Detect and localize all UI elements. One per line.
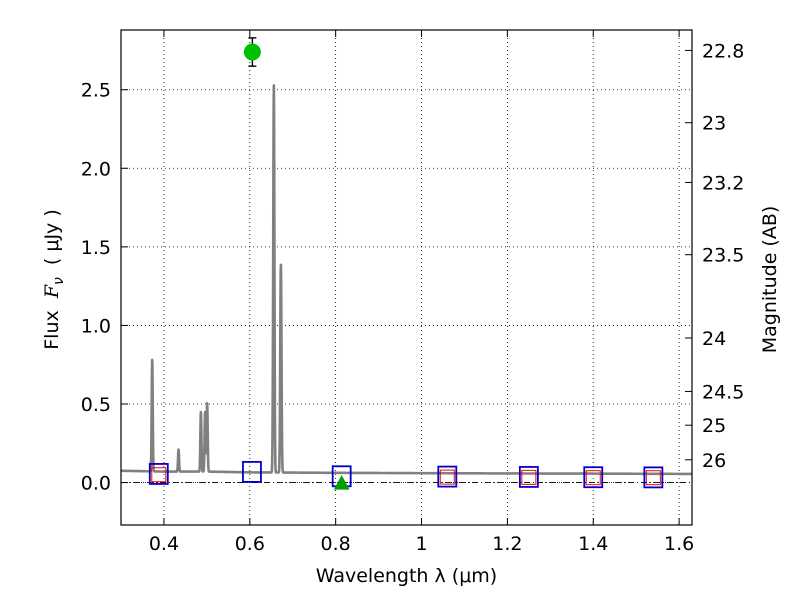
magnitude-tick-label: 24 — [702, 328, 726, 350]
model-photometry-point — [643, 466, 664, 489]
y-axis-label-symbol: F — [41, 284, 63, 299]
sed-model-line — [119, 84, 694, 476]
sed-model-series — [119, 84, 694, 476]
observed-photometry-point — [585, 470, 601, 486]
model-photometry-point — [583, 466, 604, 489]
magnitude-tick-label: 25 — [702, 415, 726, 437]
x-tick-label: 1.2 — [492, 533, 522, 555]
magnitude-tick-label: 22.8 — [702, 40, 744, 62]
x-tick-label: 0.6 — [235, 533, 265, 555]
magnitude-tick-label: 23.2 — [702, 172, 744, 194]
y-tick-label: 2.5 — [81, 80, 111, 102]
magnitude-tick-label: 23.5 — [702, 245, 744, 267]
y-axis-label-subscript: ν — [51, 277, 67, 285]
observed-photometry-point — [521, 469, 537, 485]
model-photometry-point — [518, 466, 539, 488]
model-photometry-point — [148, 463, 169, 485]
x-tick-label: 0.4 — [149, 533, 179, 555]
magnitude-tick-label: 24.5 — [702, 381, 744, 403]
model-photometry-point — [242, 460, 262, 483]
y-axis-label-prefix: Flux — [41, 298, 63, 350]
y-tick-label: 0.5 — [81, 394, 111, 416]
upper-limit-marker — [333, 475, 350, 490]
y-tick-label: 0.0 — [81, 473, 111, 495]
x-axis-label: Wavelength λ (μm) — [316, 565, 497, 587]
x-tick-label: 1.4 — [578, 533, 608, 555]
x-tick-label: 0.8 — [321, 533, 351, 555]
magnitude-tick-label: 23 — [702, 113, 726, 135]
y-tick-label: 1.0 — [81, 315, 111, 337]
observed-photometry-point — [645, 470, 661, 486]
y-axis-label-left: Flux Fν ( μJy ) — [41, 209, 67, 350]
y-axis-label-right: Magnitude (AB) — [759, 206, 781, 354]
model-photometry-point — [437, 465, 458, 488]
observed-photometry-point — [439, 469, 455, 485]
y-axis-label-units: ( μJy ) — [41, 209, 63, 277]
x-tick-label: 1.6 — [664, 533, 694, 555]
grid-lines — [121, 30, 692, 525]
y-tick-label: 2.0 — [81, 158, 111, 180]
x-tick-label: 1 — [415, 533, 427, 555]
plot-frame — [120, 29, 693, 526]
observed-photometry-point — [151, 467, 167, 483]
detection-point — [243, 43, 261, 61]
photometry-markers — [148, 37, 664, 490]
axis-ticks: 0.4 0.6 0.8 1 1.2 1.4 1.6 0.0 0.5 1.0 1.5 2.0 2.5 22.… — [81, 30, 744, 555]
y-tick-label: 1.5 — [81, 237, 111, 259]
magnitude-tick-label: 26 — [702, 450, 726, 472]
